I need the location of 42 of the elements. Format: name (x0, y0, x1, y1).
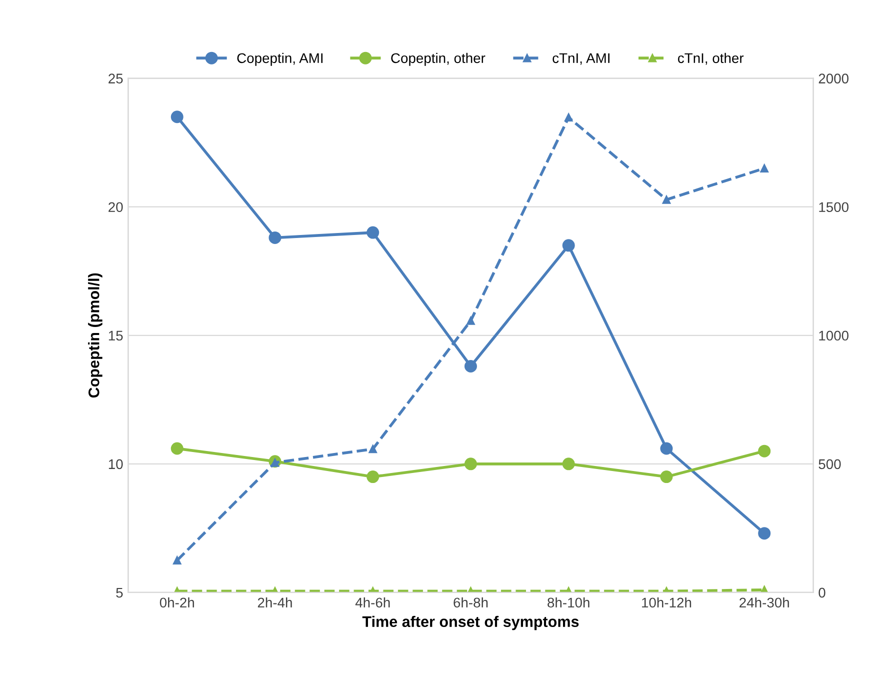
point (464, 458, 477, 470)
point (172, 556, 182, 564)
y-tick-label: 20 (108, 202, 123, 212)
point (760, 164, 769, 172)
y2-tick-label: 2000 (818, 74, 848, 84)
x-axis-title: Time after onset of symptoms (362, 616, 579, 630)
point (562, 458, 575, 470)
point (170, 442, 184, 455)
x-tick-label: 0h-2h (160, 597, 194, 608)
x-tick-label: 2h-4h (258, 597, 292, 608)
legend-label: cTnI, other (678, 52, 744, 65)
point (366, 470, 380, 484)
point (758, 444, 771, 458)
point (464, 360, 477, 372)
x-tick-label: 10h-12h (642, 597, 692, 608)
y-tick-label: 10 (108, 459, 123, 470)
x-tick-label: 6h-8h (454, 597, 488, 608)
legend-label: cTnI, AMI (552, 53, 610, 65)
point (368, 444, 378, 454)
point (170, 110, 184, 124)
y-tick-label: 15 (108, 330, 123, 341)
legend-label: Copeptin, other (391, 52, 486, 66)
y-axis-title: Copeptin (pmol/l) (88, 273, 102, 398)
point (562, 239, 575, 252)
y2-tick-label: 1500 (819, 202, 848, 212)
x-tick-label: 8h-10h (548, 597, 590, 608)
x-tick-label: 4h-6h (355, 597, 390, 608)
point (660, 470, 673, 484)
point (366, 226, 380, 239)
y-tick-label: 5 (116, 588, 123, 598)
y2-tick-label: 500 (818, 459, 841, 470)
y2-tick-label: 0 (818, 588, 826, 598)
x-tick-label: 24h-30h (740, 597, 789, 608)
y2-tick-label: 1000 (819, 330, 848, 341)
point (564, 113, 573, 122)
point (758, 527, 771, 540)
legend-label: Copeptin, AMI (237, 52, 323, 66)
point (662, 195, 671, 204)
y-tick-label: 25 (108, 74, 123, 84)
point (466, 316, 475, 325)
point (268, 231, 282, 244)
point (660, 442, 673, 455)
